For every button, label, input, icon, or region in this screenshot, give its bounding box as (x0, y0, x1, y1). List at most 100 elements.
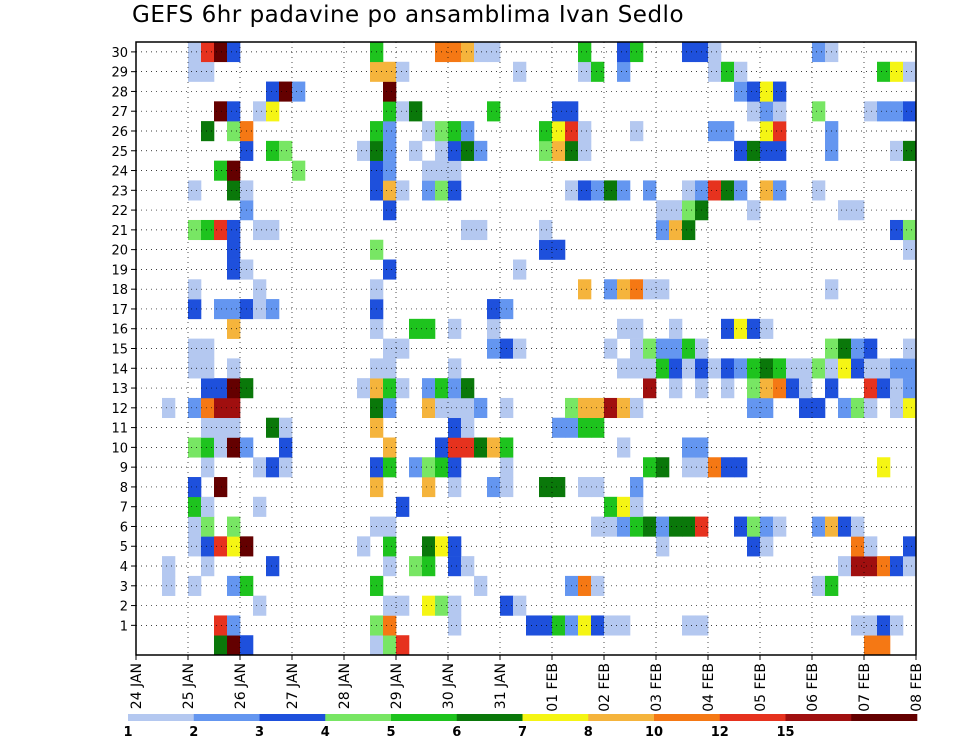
heatmap-cell (682, 338, 696, 359)
heatmap-cell (773, 358, 787, 379)
heatmap-cell (422, 556, 436, 577)
heatmap-cell (799, 358, 813, 379)
heatmap-cell (682, 200, 696, 221)
x-tick-label: 08 FEB (909, 663, 925, 712)
heatmap-cell (682, 615, 696, 636)
heatmap-cell (773, 121, 787, 142)
heatmap-cell (539, 239, 553, 260)
heatmap-cell (227, 42, 241, 63)
heatmap-cell (409, 556, 423, 577)
heatmap-cell (383, 437, 397, 458)
heatmap-cell (643, 338, 657, 359)
heatmap-cell (591, 516, 605, 537)
heatmap-cell (656, 219, 670, 241)
heatmap-cell (578, 180, 592, 201)
heatmap-cell (773, 140, 787, 161)
heatmap-cell (227, 635, 241, 656)
heatmap-cell (461, 417, 475, 438)
heatmap-cell (552, 477, 566, 498)
colorbar-label: 6 (452, 725, 461, 740)
heatmap-cell (266, 457, 280, 478)
y-tick-label: 2 (120, 600, 128, 615)
heatmap-cell (461, 42, 475, 63)
colorbar-swatch (128, 714, 195, 721)
heatmap-cell (578, 121, 592, 142)
heatmap-cell (747, 81, 761, 102)
heatmap-cell (721, 378, 735, 399)
heatmap-cell (188, 437, 202, 458)
heatmap-cell (864, 556, 878, 577)
heatmap-cell (734, 318, 748, 339)
heatmap-cell (487, 477, 501, 498)
heatmap-cell (591, 180, 605, 201)
heatmap-cell (812, 42, 826, 63)
heatmap-cell (877, 378, 891, 399)
heatmap-cell (578, 42, 592, 63)
x-tick-label: 01 FEB (545, 663, 561, 712)
heatmap-cell (903, 536, 917, 557)
heatmap-cell (292, 81, 306, 102)
y-tick-label: 13 (111, 382, 128, 397)
heatmap-cell (604, 397, 618, 419)
y-tick-label: 19 (111, 263, 128, 278)
heatmap-cell (864, 101, 878, 122)
heatmap-cell (383, 397, 397, 419)
colorbar-label: 7 (518, 725, 527, 740)
heatmap-cell (422, 595, 436, 616)
heatmap-cell (448, 615, 462, 636)
heatmap-cell (214, 615, 228, 636)
heatmap-cell (526, 615, 540, 636)
heatmap-cell (188, 180, 202, 201)
heatmap-cell (383, 536, 397, 557)
heatmap-cell (188, 42, 202, 63)
heatmap-cell (383, 101, 397, 122)
heatmap-cell (409, 101, 423, 122)
heatmap-cell (396, 180, 410, 201)
heatmap-cell (747, 101, 761, 122)
y-tick-label: 6 (120, 520, 128, 535)
heatmap-cell (240, 635, 254, 656)
heatmap-cell (422, 457, 436, 478)
heatmap-cell (227, 378, 241, 399)
heatmap-cell (734, 180, 748, 201)
y-tick-label: 15 (111, 343, 128, 358)
heatmap-cell (552, 101, 566, 122)
heatmap-cell (669, 516, 683, 537)
heatmap-cell (747, 516, 761, 537)
heatmap-cell (682, 180, 696, 201)
heatmap-cell (903, 61, 917, 82)
heatmap-cell (461, 121, 475, 142)
heatmap-cell (877, 101, 891, 122)
x-tick-label: 29 JAN (389, 663, 405, 709)
heatmap-cell (721, 61, 735, 82)
heatmap-cell (227, 615, 241, 636)
colorbar-label: 5 (386, 725, 395, 740)
heatmap-cell (227, 101, 241, 122)
heatmap-cell (201, 219, 215, 241)
heatmap-cell (162, 575, 176, 596)
y-tick-label: 14 (111, 362, 128, 377)
heatmap-cell (721, 121, 735, 142)
heatmap-cell (617, 42, 631, 63)
heatmap-cell (786, 358, 800, 379)
heatmap-cell (227, 160, 241, 181)
heatmap-cells (162, 42, 917, 656)
heatmap-cell (877, 635, 891, 656)
heatmap-cell (188, 496, 202, 517)
heatmap-cell (591, 575, 605, 596)
heatmap-cell (643, 180, 657, 201)
heatmap-cell (279, 457, 293, 478)
heatmap-cell (201, 42, 215, 63)
heatmap-cell (253, 595, 267, 616)
heatmap-cell (201, 338, 215, 359)
heatmap-cell (370, 635, 384, 656)
heatmap-cell (227, 358, 241, 379)
heatmap-cell (422, 536, 436, 557)
heatmap-cell (669, 200, 683, 221)
heatmap-cell (838, 338, 852, 359)
heatmap-cell (201, 397, 215, 419)
heatmap-cell (448, 180, 462, 201)
heatmap-cell (708, 42, 722, 63)
heatmap-cell (708, 457, 722, 478)
heatmap-cell (643, 516, 657, 537)
